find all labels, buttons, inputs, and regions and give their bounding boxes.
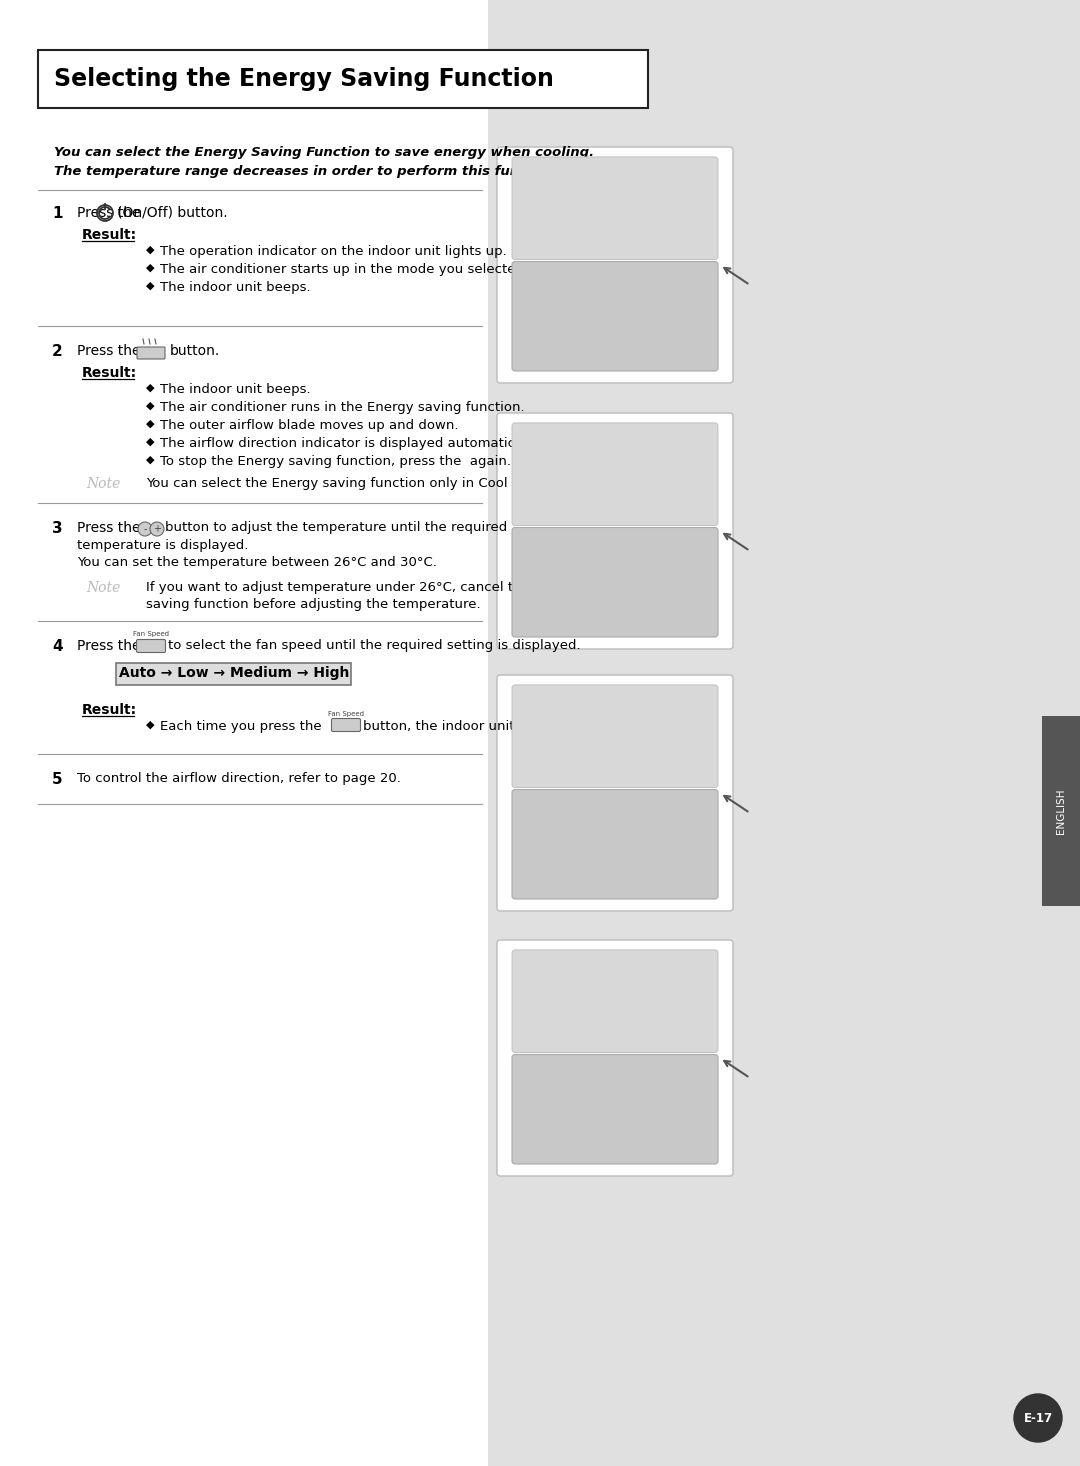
Text: The air conditioner starts up in the mode you selected last.: The air conditioner starts up in the mod… xyxy=(160,262,556,276)
Text: The air conditioner runs in the Energy saving function.: The air conditioner runs in the Energy s… xyxy=(160,402,525,413)
FancyBboxPatch shape xyxy=(512,950,718,1053)
Text: 5: 5 xyxy=(52,773,63,787)
Text: You can set the temperature between 26°C and 30°C.: You can set the temperature between 26°C… xyxy=(77,556,437,569)
Text: The airflow direction indicator is displayed automatically.: The airflow direction indicator is displ… xyxy=(160,437,541,450)
Text: The temperature range decreases in order to perform this function.: The temperature range decreases in order… xyxy=(54,166,562,177)
Text: Result:: Result: xyxy=(82,229,137,242)
Text: ◆: ◆ xyxy=(146,419,154,430)
FancyBboxPatch shape xyxy=(1042,715,1080,906)
Text: The outer airflow blade moves up and down.: The outer airflow blade moves up and dow… xyxy=(160,419,459,432)
Text: saving function before adjusting the temperature.: saving function before adjusting the tem… xyxy=(146,598,481,611)
Text: Result:: Result: xyxy=(82,366,137,380)
Circle shape xyxy=(138,522,152,537)
FancyBboxPatch shape xyxy=(497,413,733,649)
Text: ◆: ◆ xyxy=(146,402,154,410)
Text: Result:: Result: xyxy=(82,704,137,717)
FancyBboxPatch shape xyxy=(512,790,718,899)
FancyBboxPatch shape xyxy=(488,0,1080,1466)
Text: 3: 3 xyxy=(52,520,63,537)
Text: 2: 2 xyxy=(52,345,63,359)
FancyBboxPatch shape xyxy=(38,50,648,108)
Text: 1: 1 xyxy=(52,207,63,221)
Text: To stop the Energy saving function, press the  again.: To stop the Energy saving function, pres… xyxy=(160,454,511,468)
Text: You can select the Energy saving function only in Cool mode.: You can select the Energy saving functio… xyxy=(146,476,554,490)
Text: ◆: ◆ xyxy=(146,383,154,393)
Text: (On/Off) button.: (On/Off) button. xyxy=(117,207,228,220)
FancyBboxPatch shape xyxy=(137,347,165,359)
Circle shape xyxy=(150,522,164,537)
Text: -: - xyxy=(144,523,147,534)
Text: +: + xyxy=(153,523,161,534)
Text: 4: 4 xyxy=(52,639,63,654)
Text: If you want to adjust temperature under 26°C, cancel the Energy: If you want to adjust temperature under … xyxy=(146,581,581,594)
FancyBboxPatch shape xyxy=(116,663,351,685)
Text: The operation indicator on the indoor unit lights up.: The operation indicator on the indoor un… xyxy=(160,245,507,258)
Text: ◆: ◆ xyxy=(146,720,154,730)
FancyBboxPatch shape xyxy=(512,261,718,371)
Text: ◆: ◆ xyxy=(146,281,154,290)
Text: Fan Speed: Fan Speed xyxy=(133,630,168,638)
Text: Press the: Press the xyxy=(77,207,140,220)
Circle shape xyxy=(1014,1394,1062,1443)
Text: button, the indoor unit beeps.: button, the indoor unit beeps. xyxy=(363,720,564,733)
FancyBboxPatch shape xyxy=(497,147,733,383)
Text: To control the airflow direction, refer to page 20.: To control the airflow direction, refer … xyxy=(77,773,401,784)
FancyBboxPatch shape xyxy=(332,718,361,732)
FancyBboxPatch shape xyxy=(136,639,165,652)
Text: E-17: E-17 xyxy=(1024,1412,1053,1425)
Text: ◆: ◆ xyxy=(146,454,154,465)
Text: Auto → Low → Medium → High: Auto → Low → Medium → High xyxy=(119,666,349,680)
Text: Note: Note xyxy=(86,476,120,491)
FancyBboxPatch shape xyxy=(512,157,718,259)
FancyBboxPatch shape xyxy=(497,940,733,1176)
Text: Note: Note xyxy=(86,581,120,595)
Text: ENGLISH: ENGLISH xyxy=(1056,789,1066,834)
FancyBboxPatch shape xyxy=(512,1054,718,1164)
FancyBboxPatch shape xyxy=(512,528,718,638)
Text: temperature is displayed.: temperature is displayed. xyxy=(77,539,248,553)
Text: You can select the Energy Saving Function to save energy when cooling.: You can select the Energy Saving Functio… xyxy=(54,147,594,158)
Text: ◆: ◆ xyxy=(146,245,154,255)
Text: button to adjust the temperature until the required: button to adjust the temperature until t… xyxy=(165,520,508,534)
FancyBboxPatch shape xyxy=(512,422,718,525)
FancyBboxPatch shape xyxy=(497,674,733,910)
Text: to select the fan speed until the required setting is displayed.: to select the fan speed until the requir… xyxy=(168,639,581,652)
Text: Press the: Press the xyxy=(77,639,140,652)
Text: Press the: Press the xyxy=(77,520,140,535)
Text: Selecting the Energy Saving Function: Selecting the Energy Saving Function xyxy=(54,67,554,91)
Text: The indoor unit beeps.: The indoor unit beeps. xyxy=(160,281,311,295)
Text: ◆: ◆ xyxy=(146,262,154,273)
Text: The indoor unit beeps.: The indoor unit beeps. xyxy=(160,383,311,396)
Text: ◆: ◆ xyxy=(146,437,154,447)
Text: Press the: Press the xyxy=(77,345,140,358)
Text: button.: button. xyxy=(170,345,220,358)
Text: Each time you press the: Each time you press the xyxy=(160,720,322,733)
Text: Fan Speed: Fan Speed xyxy=(328,711,364,717)
FancyBboxPatch shape xyxy=(512,685,718,787)
